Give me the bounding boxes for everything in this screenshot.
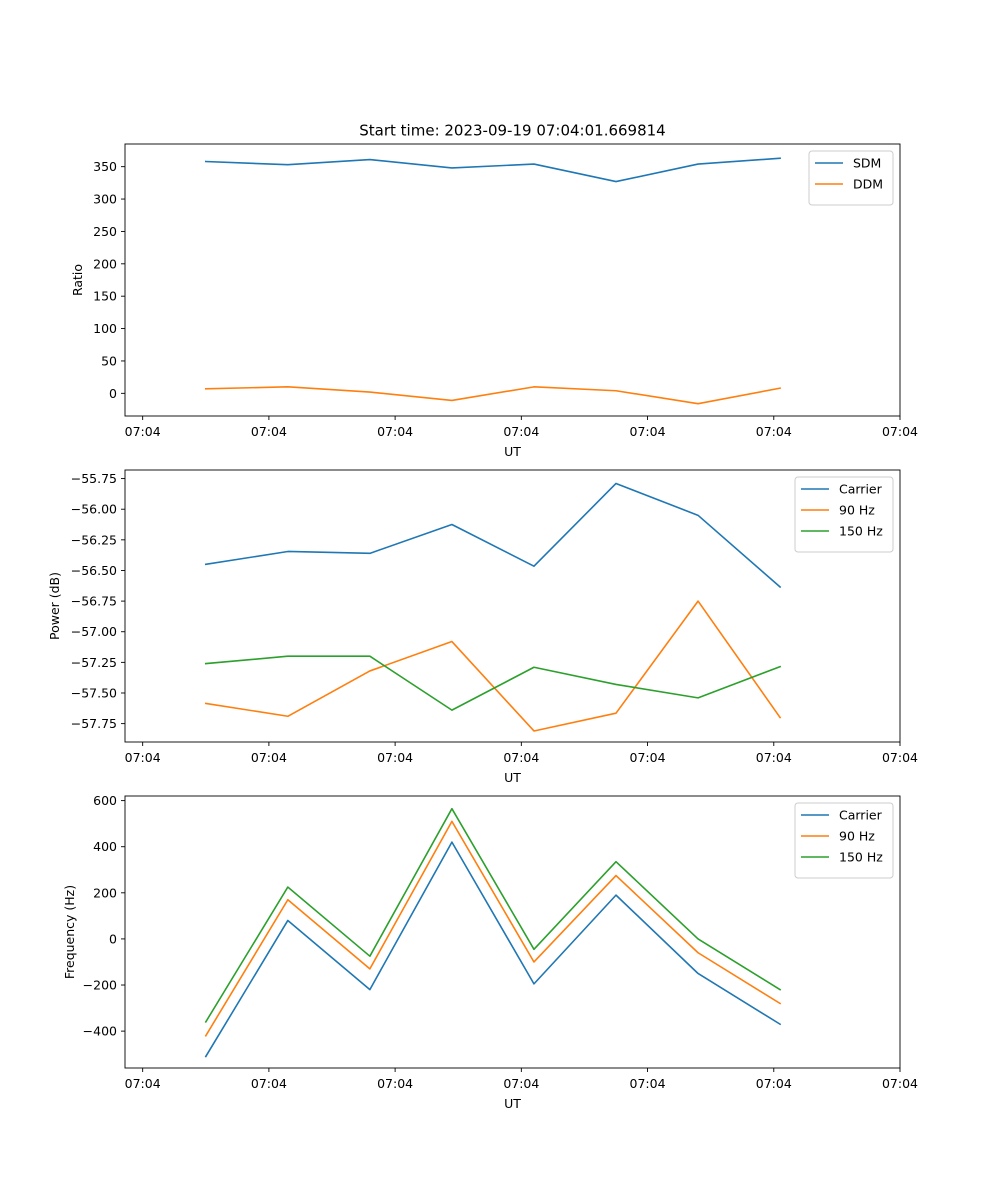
legend-ratio: SDM DDM <box>808 150 894 206</box>
y-tick-label-frequency: 200 <box>93 885 117 900</box>
subplot-frequency: 07:04 07:04 07:04 07:04 07:04 07:04 07:04 UT −40… <box>62 793 918 1111</box>
y-tick-label-ratio: 350 <box>93 159 117 174</box>
y-tick-label-ratio: 50 <box>101 353 117 368</box>
x-tick-label-power: 07:04 <box>377 750 413 765</box>
x-tick-label-ratio: 07:04 <box>882 424 918 439</box>
series-line-frequency-90-hz <box>204 820 782 1037</box>
y-tick-label-ratio: 150 <box>93 289 117 304</box>
y-axis-label-power: Power (dB) <box>47 572 62 640</box>
x-axis-label-power: UT <box>504 770 521 785</box>
y-tick-label-frequency: 400 <box>93 839 117 854</box>
legend-label-sdm: SDM <box>853 156 881 171</box>
y-tick-label-ratio: 250 <box>93 224 117 239</box>
x-tick-label-ratio: 07:04 <box>377 424 413 439</box>
y-tick-label-power: −55.75 <box>71 471 117 486</box>
legend-box-frequency <box>794 802 894 879</box>
legend-power: Carrier 90 Hz 150 Hz <box>794 476 894 553</box>
y-tick-label-power: −56.25 <box>71 532 117 547</box>
series-line-power-90-hz <box>204 600 782 732</box>
x-tick-label-frequency: 07:04 <box>503 1076 539 1091</box>
axes-frame-power <box>124 469 901 743</box>
legend-label-carrier: Carrier <box>839 482 883 497</box>
x-tick-label-frequency: 07:04 <box>882 1076 918 1091</box>
series-line-power-carrier <box>204 482 782 589</box>
legend-label-carrier: Carrier <box>839 808 883 823</box>
y-tick-label-power: −56.50 <box>71 563 117 578</box>
x-tick-label-frequency: 07:04 <box>125 1076 161 1091</box>
x-tick-label-power: 07:04 <box>125 750 161 765</box>
series-line-ratio-ddm <box>204 386 782 405</box>
axes-frame-frequency <box>124 795 901 1069</box>
x-tick-label-power: 07:04 <box>251 750 287 765</box>
y-tick-label-ratio: 200 <box>93 256 117 271</box>
series-line-power-150-hz <box>204 655 782 711</box>
legend-label-ddm: DDM <box>853 177 883 192</box>
legend-label-150-hz: 150 Hz <box>839 850 883 865</box>
legend-box-power <box>794 476 894 553</box>
y-tick-label-frequency: 0 <box>109 931 117 946</box>
x-tick-label-ratio: 07:04 <box>756 424 792 439</box>
y-tick-label-power: −56.75 <box>71 594 117 609</box>
y-tick-label-frequency: −200 <box>83 978 117 993</box>
y-tick-label-ratio: 0 <box>109 386 117 401</box>
legend-frequency: Carrier 90 Hz 150 Hz <box>794 802 894 879</box>
series-line-ratio-sdm <box>204 157 781 183</box>
y-tick-label-power: −57.00 <box>71 624 117 639</box>
x-axis-label-ratio: UT <box>504 444 521 459</box>
series-line-frequency-150-hz <box>204 807 782 1023</box>
legend-box-ratio <box>808 150 894 206</box>
y-tick-label-power: −57.25 <box>71 655 117 670</box>
figure-title: Start time: 2023-09-19 07:04:01.669814 <box>359 122 665 140</box>
legend-label-90-hz: 90 Hz <box>839 503 875 518</box>
x-tick-label-power: 07:04 <box>503 750 539 765</box>
x-tick-label-ratio: 07:04 <box>125 424 161 439</box>
y-tick-label-frequency: 600 <box>93 793 117 808</box>
y-tick-label-power: −57.50 <box>71 685 117 700</box>
x-tick-label-frequency: 07:04 <box>251 1076 287 1091</box>
x-tick-label-frequency: 07:04 <box>377 1076 413 1091</box>
subplots: 07:04 07:04 07:04 07:04 07:04 07:04 07:04 UT 0 50… <box>47 143 918 1111</box>
series-line-frequency-carrier <box>204 841 782 1058</box>
legend-label-90-hz: 90 Hz <box>839 829 875 844</box>
y-tick-label-ratio: 100 <box>93 321 117 336</box>
y-axis-label-ratio: Ratio <box>70 264 85 296</box>
axes-frame-ratio <box>124 143 901 417</box>
y-axis-label-frequency: Frequency (Hz) <box>62 885 77 979</box>
x-axis-label-frequency: UT <box>504 1096 521 1111</box>
x-tick-label-ratio: 07:04 <box>503 424 539 439</box>
x-tick-label-ratio: 07:04 <box>630 424 666 439</box>
x-tick-label-power: 07:04 <box>630 750 666 765</box>
x-tick-label-frequency: 07:04 <box>630 1076 666 1091</box>
y-tick-label-power: −56.00 <box>71 502 117 517</box>
x-tick-label-power: 07:04 <box>882 750 918 765</box>
subplot-ratio: 07:04 07:04 07:04 07:04 07:04 07:04 07:04 UT 0 50… <box>70 143 918 459</box>
y-tick-label-ratio: 300 <box>93 192 117 207</box>
x-tick-label-power: 07:04 <box>756 750 792 765</box>
y-tick-label-power: −57.75 <box>71 716 117 731</box>
subplot-power: 07:04 07:04 07:04 07:04 07:04 07:04 07:04 UT −55… <box>47 469 918 785</box>
x-tick-label-ratio: 07:04 <box>251 424 287 439</box>
legend-label-150-hz: 150 Hz <box>839 524 883 539</box>
y-tick-label-frequency: −400 <box>83 1024 117 1039</box>
x-tick-label-frequency: 07:04 <box>756 1076 792 1091</box>
